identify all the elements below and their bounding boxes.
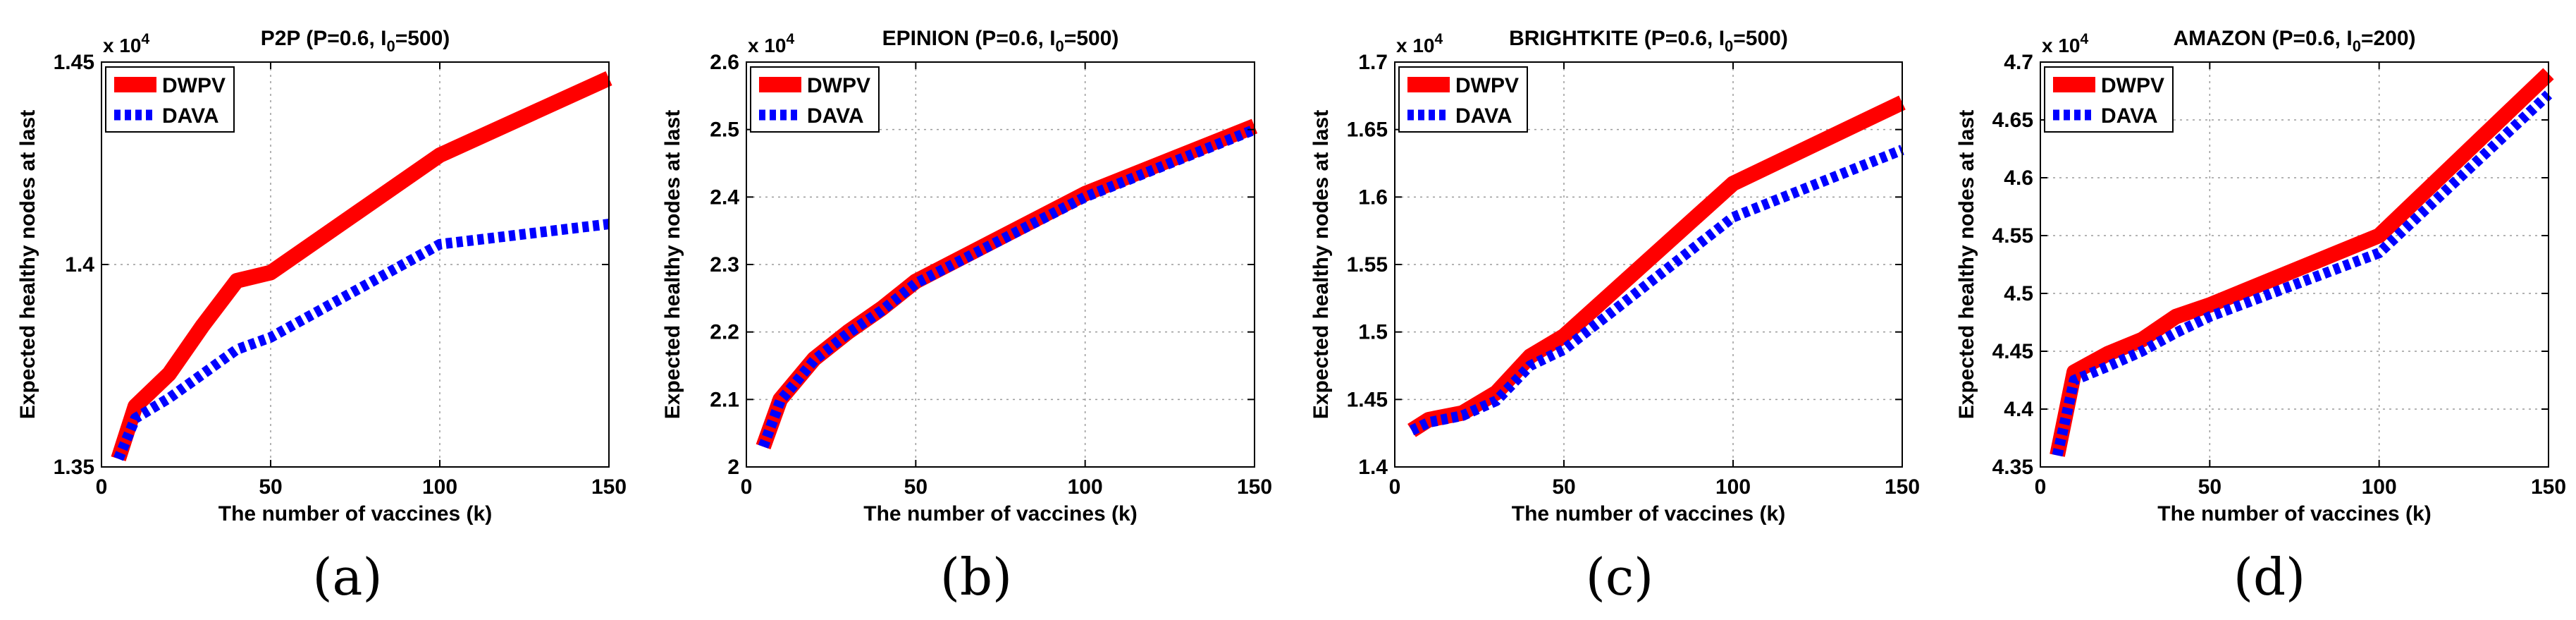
y-tick-label: 1.55 — [1347, 253, 1388, 276]
legend-label-dava: DAVA — [807, 104, 864, 128]
axes-box — [2040, 61, 2549, 468]
legend: DWPV DAVA — [1398, 66, 1528, 133]
axis-multiplier: x 104 — [103, 31, 150, 56]
y-axis-label: Expected healthy nodes at last — [1309, 110, 1333, 419]
x-tick-label: 0 — [741, 475, 753, 499]
y-tick-label: 4.7 — [2004, 51, 2033, 74]
x-tick-label: 50 — [2198, 475, 2221, 499]
x-axis-label: The number of vaccines (k) — [2157, 502, 2431, 525]
y-tick-label: 1.6 — [1358, 186, 1388, 209]
series-line-dava — [113, 219, 610, 461]
y-tick-label: 1.5 — [1358, 321, 1388, 344]
x-tick-label: 0 — [96, 475, 108, 499]
chart-panel-2: 0 50 100 150 2 2.1 2.2 2.3 2.4 2.5 2.6 x 104 EPINION… — [661, 27, 1272, 607]
y-tick-label: 4.35 — [1992, 456, 2033, 479]
y-tick-label: 1.4 — [65, 253, 94, 276]
x-tick-label: 100 — [1715, 475, 1751, 499]
legend-label-dwpv: DWPV — [1455, 74, 1519, 97]
series-line-dava — [2052, 90, 2553, 457]
legend-label-dava: DAVA — [162, 104, 219, 128]
panel-label: (c) — [1586, 547, 1654, 607]
x-tick-label: 0 — [2035, 475, 2047, 499]
x-axis-label: The number of vaccines (k) — [863, 502, 1137, 525]
y-tick-label: 1.7 — [1358, 51, 1388, 74]
legend: DWPV DAVA — [2044, 66, 2174, 133]
legend-label-dwpv: DWPV — [162, 74, 226, 97]
chart-panel-4: 0 50 100 150 4.35 4.4 4.45 4.5 4.55 4.6 4.65 4.7 x 1… — [1955, 27, 2566, 607]
y-tick-label: 4.55 — [1992, 224, 2033, 248]
x-tick-label: 50 — [259, 475, 282, 499]
y-tick-label: 4.65 — [1992, 109, 2033, 132]
y-tick-label: 1.45 — [1347, 388, 1388, 411]
legend-box — [105, 66, 235, 133]
y-tick-label: 1.65 — [1347, 118, 1388, 142]
series-line-dwpv — [2050, 68, 2554, 457]
y-axis-label: Expected healthy nodes at last — [1955, 110, 1978, 419]
x-tick-label: 100 — [422, 475, 457, 499]
axis-multiplier: x 104 — [1396, 31, 1443, 56]
y-tick-label: 2 — [727, 456, 739, 479]
x-tick-label: 150 — [1885, 475, 1920, 499]
x-axis-label: The number of vaccines (k) — [218, 502, 492, 525]
y-tick-label: 4.5 — [2004, 282, 2033, 305]
x-tick-label: 50 — [1552, 475, 1575, 499]
x-tick-label: 50 — [904, 475, 928, 499]
series-line-dwpv — [111, 71, 612, 461]
y-axis-label: Expected healthy nodes at last — [661, 110, 684, 419]
y-tick-label: 1.4 — [1358, 456, 1388, 479]
y-tick-label: 2.6 — [710, 51, 739, 74]
x-axis-label: The number of vaccines (k) — [1512, 502, 1785, 525]
panel-label: (d) — [2233, 547, 2305, 607]
y-tick-label: 2.5 — [710, 118, 739, 142]
chart-title: BRIGHTKITE (P=0.6, I0=500) — [1509, 27, 1788, 55]
legend-label-dwpv: DWPV — [807, 74, 870, 97]
series-line-dava — [1409, 145, 1904, 436]
y-tick-label: 4.6 — [2004, 166, 2033, 190]
y-axis-label: Expected healthy nodes at last — [16, 110, 39, 419]
chart-panel-3: 0 50 100 150 1.4 1.45 1.5 1.55 1.6 1.65 1.7 x 104 BR… — [1309, 27, 1920, 607]
chart-title: AMAZON (P=0.6, I0=200) — [2173, 27, 2415, 55]
y-tick-label: 1.35 — [54, 456, 94, 479]
x-tick-label: 100 — [1068, 475, 1103, 499]
series-line-dwpv — [756, 118, 1258, 450]
legend-label-dava: DAVA — [1455, 104, 1512, 128]
series-line-dwpv — [1407, 95, 1906, 437]
y-tick-label: 2.4 — [710, 186, 739, 209]
series-line-dava — [758, 124, 1257, 449]
legend: DWPV DAVA — [105, 66, 235, 133]
axis-multiplier: x 104 — [2042, 31, 2089, 56]
panel-label: (b) — [940, 547, 1012, 607]
legend-label-dava: DAVA — [2101, 104, 2158, 128]
x-tick-label: 100 — [2362, 475, 2397, 499]
y-tick-label: 2.3 — [710, 253, 739, 276]
x-tick-label: 0 — [1389, 475, 1401, 499]
y-tick-label: 2.1 — [710, 388, 739, 411]
axis-multiplier: x 104 — [748, 31, 795, 56]
chart-title: EPINION (P=0.6, I0=500) — [882, 27, 1119, 55]
y-tick-label: 4.45 — [1992, 340, 2033, 363]
x-tick-label: 150 — [591, 475, 627, 499]
chart-title: P2P (P=0.6, I0=500) — [261, 27, 450, 55]
y-tick-label: 2.2 — [710, 321, 739, 344]
panel-label: (a) — [312, 547, 382, 607]
y-tick-label: 4.4 — [2004, 398, 2033, 421]
x-tick-label: 150 — [1237, 475, 1272, 499]
legend: DWPV DAVA — [750, 66, 880, 133]
y-tick-label: 1.45 — [54, 51, 94, 74]
x-tick-label: 150 — [2531, 475, 2566, 499]
chart-panel-1: 0 50 100 150 1.35 1.4 1.45 x 104 P2P (P=0.6, I0=… — [16, 27, 627, 607]
legend-label-dwpv: DWPV — [2101, 74, 2164, 97]
